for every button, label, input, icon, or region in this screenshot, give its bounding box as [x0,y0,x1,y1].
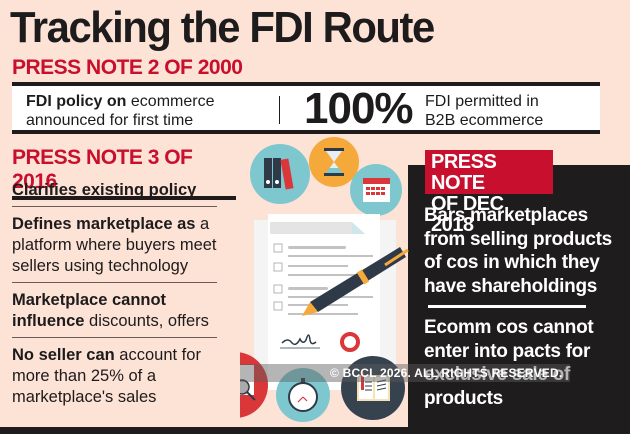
item-bold: Defines marketplace as [12,215,196,233]
item-bold: No seller can [12,346,115,364]
binders-icon [250,144,310,204]
desc-rest: ecommerce [126,93,215,110]
hourglass-icon [309,137,359,187]
press-note-2018-heading: PRESS NOTE OF DEC 2018 [425,150,553,236]
press-note-2000-description: FDI policy on ecommerce announced for fi… [26,92,214,130]
item-rest: account for more than 25% of a marketpla… [12,346,201,406]
desc-bold: FDI policy on [26,93,127,110]
document-search-icon [240,352,268,418]
fdi-percentage: 100% [304,84,414,133]
fdi-line2: B2B ecommerce [425,112,544,129]
item-rest: a platform where buyers meet sellers usi… [12,215,217,275]
heading-line1: PRESS NOTE [431,151,497,194]
heading-line2: OF DEC 2018 [431,193,504,236]
seal-icon [340,332,360,352]
item-bold: Clarifies existing policy [12,181,197,199]
press-note-2016-list: Clarifies existing policy Defines market… [12,178,242,418]
divider [279,96,280,124]
copyright-watermark: © BCCL 2026. ALL RIGHTS RESERVED. [240,364,570,382]
open-book-icon [341,356,405,420]
calendar-icon [350,164,402,216]
list-item: Ecomm cos cannot enter into pacts for ex… [424,317,594,409]
list-item: Clarifies existing policy [12,178,217,207]
list-item: No seller can account for more than 25% … [12,343,217,413]
page-title: Tracking the FDI Route [10,3,435,52]
press-note-2000-box: FDI policy on ecommerce announced for fi… [12,82,600,134]
press-note-2016-heading: PRESS NOTE 3 OF 2016 [12,146,236,200]
press-note-2000-heading: PRESS NOTE 2 OF 2000 [12,56,243,79]
signature-icon [281,334,317,346]
stopwatch-icon [276,368,330,422]
bottom-band [0,427,630,434]
pen-icon [302,247,409,316]
fdi-line1: FDI permitted in [425,93,539,110]
divider [428,305,586,308]
list-item: Marketplace cannot influence discounts, … [12,288,217,338]
fdi-permitted-text: FDI permitted in B2B ecommerce [425,92,543,130]
list-item: Defines marketplace as a platform where … [12,212,217,283]
list-item: Bars marketplaces from selling products … [424,205,612,297]
press-note-2018-panel [408,165,630,434]
item-rest: discounts, offers [84,312,209,330]
desc-line2: announced for first time [26,112,194,129]
illustration [240,137,409,422]
press-note-2018-list: Bars marketplaces from selling products … [424,204,624,415]
item-bold: Marketplace cannot influence [12,291,167,330]
